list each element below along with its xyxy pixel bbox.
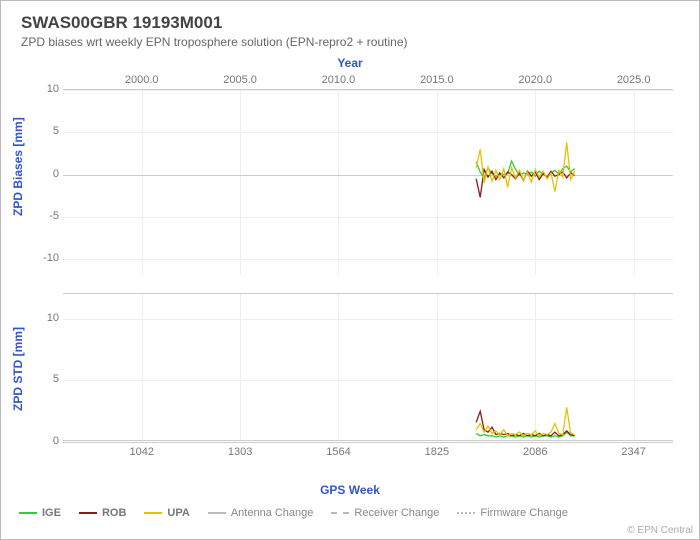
legend-label: Receiver Change (354, 507, 439, 519)
legend-item: IGE (19, 507, 61, 519)
series-UPA (476, 142, 574, 191)
legend-item: Antenna Change (208, 507, 314, 519)
legend-swatch (208, 512, 226, 514)
biases-panel: 2000.02005.02010.02015.02020.02025.01050… (63, 89, 673, 275)
bottom-tick: 2086 (523, 446, 547, 458)
bottom-tick: 1564 (326, 446, 350, 458)
legend-swatch (457, 512, 475, 514)
y-tick: -5 (19, 210, 59, 222)
credit-text: © EPN Central (627, 525, 693, 536)
top-tick: 2000.0 (125, 74, 159, 86)
legend: IGE ROB UPA Antenna Change Receiver Change Fi… (19, 507, 689, 519)
series-UPA (476, 408, 574, 436)
legend-label: ROB (102, 507, 126, 519)
chart-subtitle: ZPD biases wrt weekly EPN troposphere so… (21, 35, 408, 49)
y-tick: 0 (19, 435, 59, 447)
y-tick: 0 (19, 168, 59, 180)
legend-item: UPA (144, 507, 189, 519)
legend-item: ROB (79, 507, 126, 519)
legend-item: Firmware Change (457, 507, 567, 519)
bottom-axis-title: GPS Week (1, 483, 699, 497)
y-tick: 5 (19, 125, 59, 137)
legend-swatch (19, 512, 37, 514)
chart-frame: SWAS00GBR 19193M001 ZPD biases wrt weekl… (0, 0, 700, 540)
bottom-tick: 2347 (621, 446, 645, 458)
y-tick: 10 (19, 83, 59, 95)
top-axis-title: Year (1, 56, 699, 70)
y-axis-title-std: ZPD STD [mm] (11, 327, 25, 411)
legend-swatch (144, 512, 162, 514)
legend-label: UPA (167, 507, 189, 519)
legend-label: IGE (42, 507, 61, 519)
legend-swatch (331, 512, 349, 514)
bottom-tick: 1303 (228, 446, 252, 458)
legend-item: Receiver Change (331, 507, 439, 519)
chart-title: SWAS00GBR 19193M001 (21, 13, 222, 33)
bottom-tick: 1825 (425, 446, 449, 458)
top-tick: 2020.0 (518, 74, 552, 86)
legend-label: Antenna Change (231, 507, 314, 519)
y-tick: -10 (19, 252, 59, 264)
top-tick: 2015.0 (420, 74, 454, 86)
bottom-tick: 1042 (129, 446, 153, 458)
y-tick: 10 (19, 312, 59, 324)
top-tick: 2010.0 (322, 74, 356, 86)
y-tick: 5 (19, 373, 59, 385)
legend-label: Firmware Change (480, 507, 567, 519)
top-tick: 2025.0 (617, 74, 651, 86)
legend-swatch (79, 512, 97, 514)
top-tick: 2005.0 (223, 74, 257, 86)
std-panel: 1042130315641825208623471050 (63, 293, 673, 441)
